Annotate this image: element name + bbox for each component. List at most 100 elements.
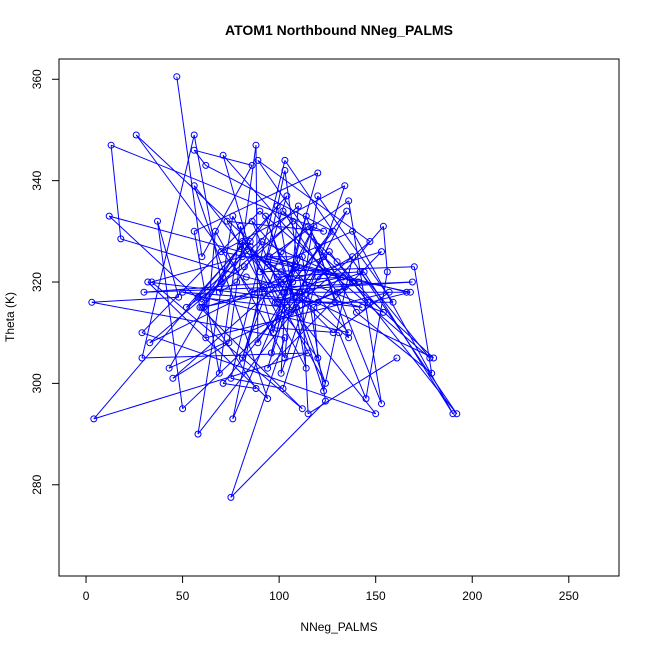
data-point xyxy=(294,202,302,210)
data-point xyxy=(366,238,374,245)
series-segment xyxy=(172,342,230,379)
data-point xyxy=(146,339,154,347)
series-segment xyxy=(176,76,203,257)
series-segment xyxy=(230,337,286,498)
series-segment xyxy=(157,221,184,409)
series-segment xyxy=(193,185,269,399)
series-segment xyxy=(259,230,353,273)
data-point xyxy=(277,268,285,276)
series-segment xyxy=(271,327,340,334)
data-point xyxy=(372,410,380,418)
data-point xyxy=(379,222,387,230)
data-point xyxy=(343,207,351,215)
series-segment xyxy=(91,301,285,339)
x-tick-label: 150 xyxy=(366,589,386,603)
data-point xyxy=(349,253,356,261)
x-axis: 0 50 100 150 200 250 xyxy=(83,575,579,603)
data-point xyxy=(271,298,279,306)
series-segment xyxy=(284,170,303,298)
data-point xyxy=(279,385,287,392)
data-point xyxy=(238,354,246,362)
data-point xyxy=(287,308,295,316)
data-point xyxy=(182,303,190,311)
data-point xyxy=(364,298,372,306)
data-point xyxy=(165,364,173,372)
y-axis: 280 300 320 340 360 xyxy=(30,69,60,495)
data-point xyxy=(233,278,241,286)
series-segment xyxy=(356,312,433,374)
y-tick-label: 300 xyxy=(30,373,44,393)
data-point xyxy=(219,151,227,159)
data-point xyxy=(194,293,202,301)
data-point xyxy=(238,238,246,245)
data-point xyxy=(117,235,125,243)
series-segment xyxy=(197,296,287,308)
series-segment xyxy=(365,271,388,399)
data-point xyxy=(403,288,411,296)
data-point xyxy=(267,324,275,332)
series-segment xyxy=(230,400,326,498)
data-point xyxy=(281,298,289,306)
data-point xyxy=(240,263,248,271)
data-point xyxy=(322,397,329,405)
data-point xyxy=(335,329,343,337)
data-point xyxy=(310,303,318,311)
series-segment xyxy=(313,307,319,359)
data-point xyxy=(175,293,183,301)
data-point xyxy=(252,385,260,392)
data-point xyxy=(202,334,210,342)
series-segment xyxy=(205,164,334,232)
data-point xyxy=(281,167,289,174)
data-point xyxy=(345,329,353,337)
data-point xyxy=(322,268,329,276)
series-segment xyxy=(205,291,390,339)
data-point xyxy=(453,410,461,418)
data-point xyxy=(254,339,262,347)
data-point xyxy=(252,141,260,149)
data-point xyxy=(389,298,397,306)
data-point xyxy=(105,212,113,220)
data-point xyxy=(345,197,353,205)
data-point xyxy=(227,374,235,382)
data-point xyxy=(173,73,181,81)
data-point xyxy=(169,374,177,382)
series-segment xyxy=(147,281,363,308)
data-point xyxy=(356,268,364,276)
data-point xyxy=(360,268,368,276)
data-point xyxy=(277,278,285,286)
data-point xyxy=(194,430,202,438)
data-point xyxy=(217,248,225,256)
data-point xyxy=(320,253,328,261)
data-point xyxy=(190,146,198,154)
series-segment xyxy=(336,292,382,404)
data-point xyxy=(248,217,256,225)
y-axis-label: Theta (K) xyxy=(3,292,17,342)
series-segment xyxy=(108,215,203,303)
data-point xyxy=(198,303,206,311)
series-segment xyxy=(267,251,382,369)
data-point xyxy=(256,207,264,215)
data-point xyxy=(154,217,161,225)
data-point xyxy=(190,227,198,235)
y-tick-label: 280 xyxy=(30,474,44,494)
data-point xyxy=(225,339,233,347)
series-segment xyxy=(232,226,315,420)
data-point xyxy=(246,238,254,245)
data-point xyxy=(362,395,370,403)
data-point xyxy=(237,222,244,230)
series-segment xyxy=(282,276,319,389)
data-point xyxy=(260,283,268,291)
data-point xyxy=(277,369,285,377)
data-point xyxy=(331,298,339,306)
data-point xyxy=(262,212,270,220)
data-point xyxy=(107,141,115,149)
data-point xyxy=(238,253,246,261)
series-segment xyxy=(168,281,359,369)
data-point xyxy=(320,387,328,395)
data-point xyxy=(378,248,385,256)
y-tick-label: 340 xyxy=(30,170,44,190)
data-point xyxy=(314,169,322,177)
series-segment xyxy=(307,357,398,415)
data-point xyxy=(302,212,310,220)
